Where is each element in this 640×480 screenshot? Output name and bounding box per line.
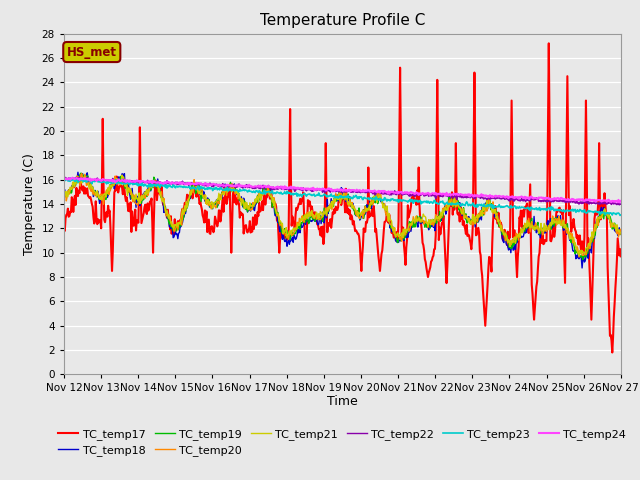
TC_temp20 bbox=[411, 220, 419, 226]
TC_temp20 bbox=[70, 184, 78, 190]
TC_temp17 bbox=[127, 229, 135, 235]
TC_temp19 bbox=[70, 184, 78, 190]
TC_temp20 bbox=[78, 171, 86, 177]
TC_temp22 bbox=[70, 175, 78, 181]
TC_temp22 bbox=[185, 182, 193, 188]
TC_temp24 bbox=[184, 181, 192, 187]
TC_temp20 bbox=[60, 190, 68, 196]
TC_temp23 bbox=[67, 176, 75, 181]
TC_temp18 bbox=[578, 265, 586, 271]
Line: TC_temp17: TC_temp17 bbox=[64, 43, 621, 352]
TC_temp18 bbox=[74, 169, 82, 175]
TC_temp20 bbox=[214, 199, 222, 204]
TC_temp17 bbox=[545, 40, 552, 46]
TC_temp20 bbox=[617, 227, 625, 232]
TC_temp18 bbox=[185, 197, 193, 203]
TC_temp18 bbox=[411, 219, 419, 225]
TC_temp21 bbox=[411, 219, 419, 225]
TC_temp21 bbox=[60, 192, 68, 197]
TC_temp24 bbox=[214, 182, 221, 188]
TC_temp22 bbox=[60, 176, 68, 181]
Text: HS_met: HS_met bbox=[67, 46, 116, 59]
TC_temp23 bbox=[214, 186, 222, 192]
TC_temp24 bbox=[127, 179, 135, 185]
TC_temp23 bbox=[428, 199, 435, 205]
TC_temp20 bbox=[575, 254, 583, 260]
TC_temp24 bbox=[60, 175, 68, 180]
Title: Temperature Profile C: Temperature Profile C bbox=[260, 13, 425, 28]
TC_temp21 bbox=[428, 218, 435, 224]
TC_temp17 bbox=[214, 224, 221, 229]
Line: TC_temp19: TC_temp19 bbox=[64, 173, 621, 260]
TC_temp22 bbox=[616, 202, 623, 208]
TC_temp24 bbox=[616, 200, 623, 205]
TC_temp19 bbox=[77, 170, 85, 176]
TC_temp22 bbox=[214, 183, 222, 189]
Line: TC_temp23: TC_temp23 bbox=[64, 179, 621, 216]
TC_temp21 bbox=[185, 196, 193, 202]
TC_temp17 bbox=[617, 253, 625, 259]
TC_temp24 bbox=[426, 192, 434, 197]
TC_temp23 bbox=[128, 180, 136, 186]
TC_temp17 bbox=[426, 264, 434, 270]
TC_temp20 bbox=[428, 221, 435, 227]
TC_temp17 bbox=[609, 349, 616, 355]
TC_temp19 bbox=[128, 194, 136, 200]
TC_temp23 bbox=[60, 176, 68, 182]
TC_temp19 bbox=[411, 221, 419, 227]
TC_temp23 bbox=[616, 213, 624, 218]
TC_temp24 bbox=[410, 191, 418, 196]
TC_temp22 bbox=[428, 193, 435, 199]
TC_temp23 bbox=[185, 184, 193, 190]
TC_temp19 bbox=[185, 198, 193, 204]
TC_temp17 bbox=[184, 195, 192, 201]
TC_temp18 bbox=[617, 228, 625, 233]
Legend: TC_temp17, TC_temp18, TC_temp19, TC_temp20, TC_temp21, TC_temp22, TC_temp23, TC_: TC_temp17, TC_temp18, TC_temp19, TC_temp… bbox=[54, 424, 631, 460]
X-axis label: Time: Time bbox=[327, 395, 358, 408]
Y-axis label: Temperature (C): Temperature (C) bbox=[23, 153, 36, 255]
TC_temp21 bbox=[70, 183, 78, 189]
TC_temp24 bbox=[617, 198, 625, 204]
TC_temp17 bbox=[70, 199, 78, 204]
TC_temp19 bbox=[428, 217, 435, 223]
TC_temp23 bbox=[411, 197, 419, 203]
TC_temp18 bbox=[428, 223, 435, 229]
Line: TC_temp24: TC_temp24 bbox=[64, 178, 621, 203]
Line: TC_temp20: TC_temp20 bbox=[64, 174, 621, 257]
TC_temp21 bbox=[214, 196, 222, 202]
TC_temp20 bbox=[128, 195, 136, 201]
TC_temp19 bbox=[214, 196, 222, 202]
Line: TC_temp21: TC_temp21 bbox=[64, 175, 621, 256]
TC_temp19 bbox=[579, 257, 587, 263]
TC_temp21 bbox=[128, 192, 136, 197]
TC_temp18 bbox=[128, 185, 136, 191]
TC_temp24 bbox=[70, 176, 78, 181]
Line: TC_temp22: TC_temp22 bbox=[64, 178, 621, 205]
TC_temp23 bbox=[617, 212, 625, 218]
TC_temp21 bbox=[575, 253, 583, 259]
TC_temp19 bbox=[60, 192, 68, 198]
TC_temp21 bbox=[118, 172, 126, 178]
Line: TC_temp18: TC_temp18 bbox=[64, 172, 621, 268]
TC_temp22 bbox=[83, 175, 91, 180]
TC_temp17 bbox=[60, 218, 68, 224]
TC_temp17 bbox=[410, 196, 418, 202]
TC_temp22 bbox=[411, 193, 419, 199]
TC_temp21 bbox=[617, 230, 625, 236]
TC_temp18 bbox=[60, 193, 68, 199]
TC_temp20 bbox=[185, 196, 193, 202]
TC_temp22 bbox=[128, 178, 136, 184]
TC_temp23 bbox=[71, 179, 79, 184]
TC_temp22 bbox=[617, 201, 625, 207]
TC_temp18 bbox=[214, 202, 222, 208]
TC_temp19 bbox=[617, 228, 625, 234]
TC_temp18 bbox=[70, 185, 78, 191]
